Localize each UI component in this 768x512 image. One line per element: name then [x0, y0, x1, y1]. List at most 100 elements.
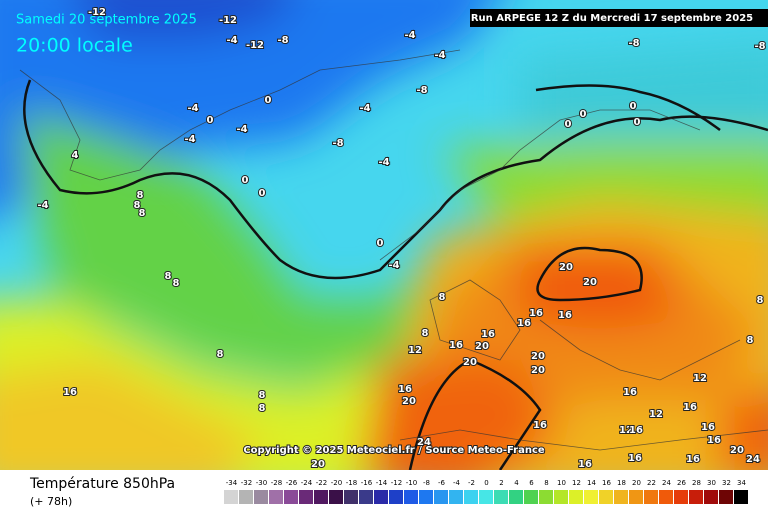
colorbar-swatch [554, 490, 568, 504]
contour-label: 8 [139, 208, 146, 219]
colorbar-label: 32 [722, 479, 731, 487]
contour-label: 20 [531, 351, 545, 362]
contour-label: 8 [259, 390, 266, 401]
contour-label: 0 [377, 238, 384, 249]
colorbar-swatch [374, 490, 388, 504]
colorbar-swatch [254, 490, 268, 504]
colorbar-label: 12 [572, 479, 581, 487]
colorbar-label: -32 [241, 479, 252, 487]
colorbar-swatch [719, 490, 733, 504]
contour-label: 8 [422, 328, 429, 339]
colorbar-swatch [284, 490, 298, 504]
colorbar-label: -26 [286, 479, 298, 487]
contour-label: 12 [649, 409, 663, 420]
colorbar-swatch [314, 490, 328, 504]
contour-label: 0 [259, 188, 266, 199]
contour-label: -4 [226, 35, 237, 46]
contour-label: -12 [88, 7, 106, 18]
contour-label: 16 [578, 459, 592, 470]
colorbar-swatch [464, 490, 478, 504]
contour-label: 20 [583, 277, 597, 288]
contour-label: 16 [623, 387, 637, 398]
contour-label: 4 [72, 150, 79, 161]
copyright: Copyright © 2025 Meteociel.fr / Source M… [243, 445, 545, 456]
colorbar-swatch [434, 490, 448, 504]
valid-date: Samedi 20 septembre 2025 [16, 13, 197, 28]
colorbar-swatch [344, 490, 358, 504]
contour-label: 8 [217, 349, 224, 360]
colorbar-swatch [509, 490, 523, 504]
colorbar-label: -6 [438, 479, 446, 487]
colorbar-label: 28 [692, 479, 701, 487]
colorbar-swatch [704, 490, 718, 504]
contour-label: 12 [693, 373, 707, 384]
contour-label: 8 [134, 200, 141, 211]
colorbar-swatch [599, 490, 613, 504]
contour-label: 16 [629, 425, 643, 436]
colorbar-label: -24 [301, 479, 313, 487]
colorbar-label: -18 [346, 479, 357, 487]
colorbar-swatch [494, 490, 508, 504]
colorbar-swatch [269, 490, 283, 504]
contour-label: -4 [37, 200, 48, 211]
colorbar-label: -20 [331, 479, 342, 487]
colorbar-label: 10 [557, 479, 566, 487]
colorbar-label: 6 [529, 479, 534, 487]
contour-label: 0 [580, 109, 587, 120]
contour-label: 16 [628, 453, 642, 464]
colorbar-swatch [329, 490, 343, 504]
colorbar-swatch [614, 490, 628, 504]
contour-label: 16 [533, 420, 547, 431]
contour-label: 0 [565, 119, 572, 130]
colorbar-label: 22 [647, 479, 656, 487]
contour-label: 16 [707, 435, 721, 446]
contour-label: 8 [259, 403, 266, 414]
colorbar-swatch [389, 490, 403, 504]
contour-label: 16 [529, 308, 543, 319]
contour-label: 16 [449, 340, 463, 351]
contour-label: -4 [184, 134, 195, 145]
contour-label: -8 [332, 138, 343, 149]
contour-label: 0 [207, 115, 214, 126]
contour-label: -4 [378, 157, 389, 168]
contour-label: 8 [439, 292, 446, 303]
contour-label: 8 [747, 335, 754, 346]
colorbar-swatch [419, 490, 433, 504]
colorbar-label: -16 [361, 479, 373, 487]
contour-label: -8 [277, 35, 288, 46]
contour-label: 0 [242, 175, 249, 186]
colorbar-label: 14 [587, 479, 596, 487]
contours [23, 79, 768, 470]
contour-label: -12 [219, 15, 237, 26]
contour-label: 12 [408, 345, 422, 356]
coastlines [19, 49, 768, 451]
contour-label: -4 [187, 103, 198, 114]
colorbar-swatch [239, 490, 253, 504]
colorbar-label: -12 [391, 479, 402, 487]
colorbar-swatch [734, 490, 748, 504]
contour-label: 16 [683, 402, 697, 413]
colorbar-swatch [674, 490, 688, 504]
contour-label: -12 [246, 40, 264, 51]
footer-lead: (+ 78h) [30, 495, 72, 508]
temperature-field: -12 -12 -4 -12 -8 -4 -4 -8 -8 -8 -4 0 -4 0 -4 -4 -8 -4 4 -4… [0, 0, 768, 470]
contour-label: 8 [757, 295, 764, 306]
colorbar-swatch [584, 490, 598, 504]
colorbar-swatch [404, 490, 418, 504]
colorbar-label: -30 [256, 479, 267, 487]
colorbar-label: -14 [376, 479, 388, 487]
colorbar-label: 4 [514, 479, 519, 487]
footer-title: Température 850hPa [29, 476, 175, 492]
contour-label: 0 [265, 95, 272, 106]
colorbar-label: 8 [544, 479, 548, 487]
contour-label: 8 [165, 271, 172, 282]
valid-time: 20:00 locale [16, 35, 133, 57]
colorbar-label: 0 [484, 479, 488, 487]
contour-label: 20 [730, 445, 744, 456]
contour-label: -4 [236, 124, 247, 135]
colorbar-label: 16 [602, 479, 611, 487]
colorbar-label: 34 [737, 479, 746, 487]
contour-label: 20 [559, 262, 573, 273]
colorbar-label: 2 [499, 479, 503, 487]
